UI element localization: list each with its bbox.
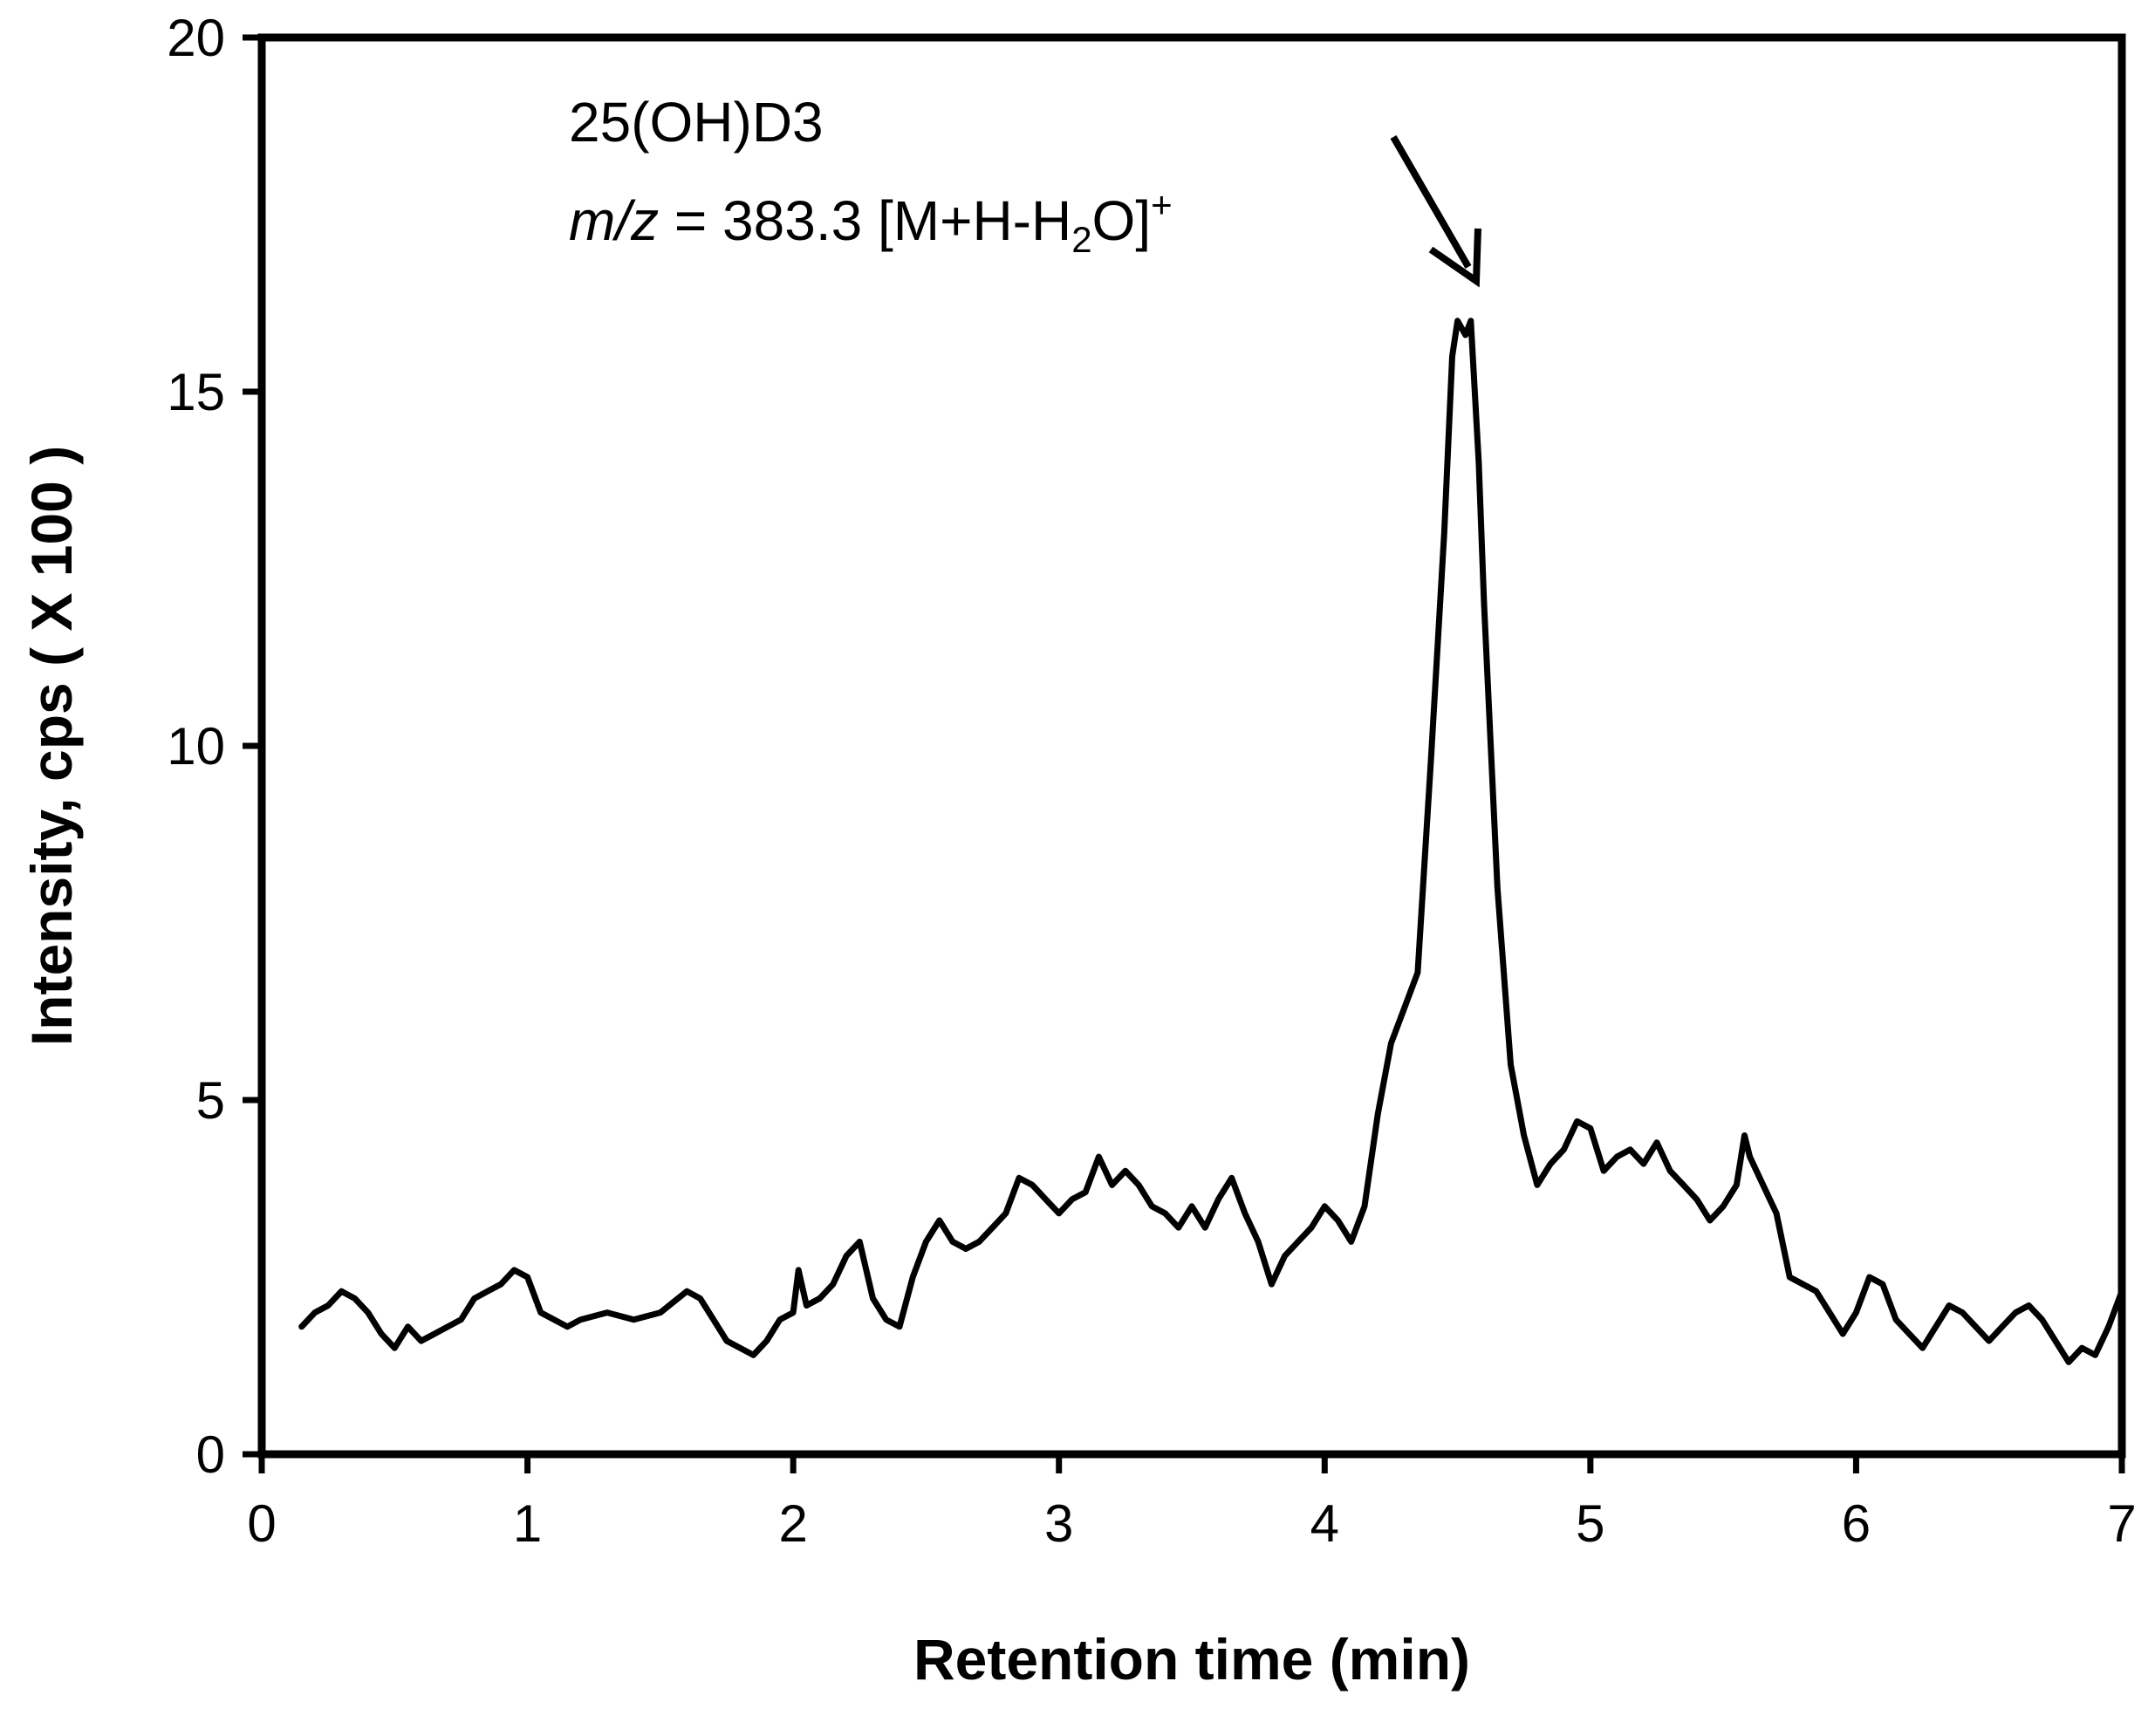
y-tick-label: 15 [167,363,225,421]
annotation-compound: 25(OH)D3 [569,91,824,154]
y-tick-label: 5 [196,1071,225,1130]
x-axis-ticks: 0 1 2 3 4 5 6 7 [247,1454,2137,1553]
annotation-arrowhead [1428,228,1481,288]
y-tick-label: 10 [167,717,225,776]
x-tick-label: 2 [778,1494,807,1553]
x-tick-label: 3 [1044,1494,1073,1553]
y-tick-label: 0 [196,1425,225,1484]
x-tick-label: 1 [513,1494,542,1553]
annotation-mz: m/z = 383.3 [M+H-H2O]+ [569,184,1173,260]
chromatogram-trace [298,318,2125,1365]
x-tick-label: 7 [2107,1494,2136,1553]
x-tick-label: 0 [247,1494,276,1553]
x-tick-label: 5 [1576,1494,1604,1553]
x-tick-label: 4 [1310,1494,1339,1553]
annotation-arrow [1390,135,1472,269]
y-axis-title: Intensity, cps ( X 100 ) [19,446,84,1046]
plot-frame [257,33,2126,1459]
x-axis-title: Retention time (min) [913,1627,1470,1692]
x-tick-label: 6 [1842,1494,1871,1553]
series-group [298,318,2125,1365]
peak-annotation: 25(OH)D3 m/z = 383.3 [M+H-H2O]+ [569,91,1481,288]
y-tick-label: 20 [167,9,225,67]
y-axis-ticks: 0 5 10 15 20 [167,9,262,1484]
